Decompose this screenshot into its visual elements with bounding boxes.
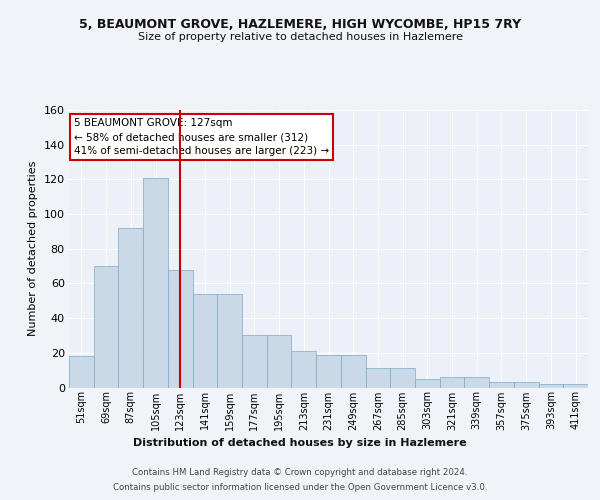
Bar	[143, 178, 168, 388]
Text: 5 BEAUMONT GROVE: 127sqm
← 58% of detached houses are smaller (312)
41% of semi-: 5 BEAUMONT GROVE: 127sqm ← 58% of detach…	[74, 118, 329, 156]
Bar	[563, 384, 588, 388]
Bar	[415, 379, 440, 388]
Bar	[69, 356, 94, 388]
Bar	[365, 368, 390, 388]
Bar	[292, 351, 316, 388]
Y-axis label: Number of detached properties: Number of detached properties	[28, 161, 38, 336]
Text: Contains HM Land Registry data © Crown copyright and database right 2024.: Contains HM Land Registry data © Crown c…	[132, 468, 468, 477]
Bar	[193, 294, 217, 388]
Bar	[440, 377, 464, 388]
Bar	[316, 354, 341, 388]
Bar	[267, 336, 292, 388]
Bar	[464, 377, 489, 388]
Text: Contains public sector information licensed under the Open Government Licence v3: Contains public sector information licen…	[113, 483, 487, 492]
Bar	[390, 368, 415, 388]
Bar	[168, 270, 193, 388]
Text: 5, BEAUMONT GROVE, HAZLEMERE, HIGH WYCOMBE, HP15 7RY: 5, BEAUMONT GROVE, HAZLEMERE, HIGH WYCOM…	[79, 18, 521, 30]
Bar	[514, 382, 539, 388]
Text: Size of property relative to detached houses in Hazlemere: Size of property relative to detached ho…	[137, 32, 463, 42]
Bar	[217, 294, 242, 388]
Bar	[118, 228, 143, 388]
Bar	[242, 336, 267, 388]
Bar	[341, 354, 365, 388]
Text: Distribution of detached houses by size in Hazlemere: Distribution of detached houses by size …	[133, 438, 467, 448]
Bar	[539, 384, 563, 388]
Bar	[94, 266, 118, 388]
Bar	[489, 382, 514, 388]
